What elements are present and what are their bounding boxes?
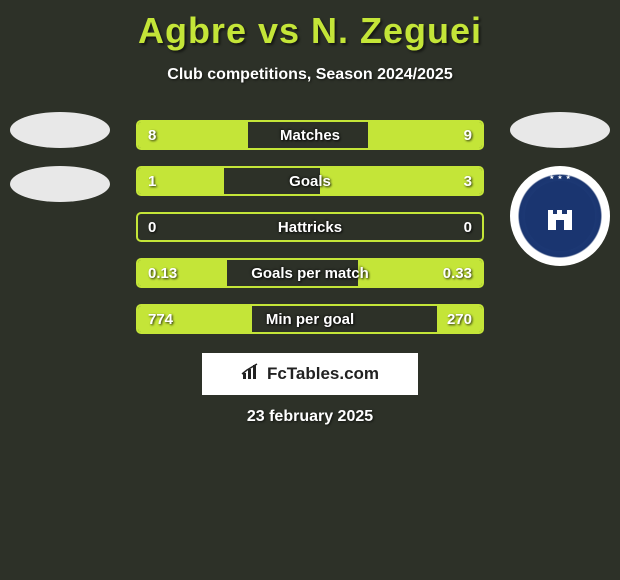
brand-text: FcTables.com bbox=[267, 364, 379, 384]
stat-label: Hattricks bbox=[138, 219, 482, 236]
stat-row-matches: 8 Matches 9 bbox=[136, 120, 484, 150]
stat-row-min-per-goal: 774 Min per goal 270 bbox=[136, 304, 484, 334]
stat-row-goals-per-match: 0.13 Goals per match 0.33 bbox=[136, 258, 484, 288]
stat-label: Goals bbox=[138, 173, 482, 190]
stat-value-right: 0 bbox=[464, 219, 472, 236]
castle-icon bbox=[540, 196, 580, 236]
club-badge-icon: ⋆ ⋆ ⋆ bbox=[510, 166, 610, 266]
right-player-avatar: ⋆ ⋆ ⋆ bbox=[510, 112, 610, 266]
stat-label: Matches bbox=[138, 127, 482, 144]
brand-badge[interactable]: FcTables.com bbox=[202, 353, 418, 395]
stat-label: Min per goal bbox=[138, 311, 482, 328]
stat-label: Goals per match bbox=[138, 265, 482, 282]
page-subtitle: Club competitions, Season 2024/2025 bbox=[0, 66, 620, 84]
club-badge-text-top: ⋆ ⋆ ⋆ bbox=[549, 172, 571, 183]
bar-chart-icon bbox=[241, 363, 263, 386]
stat-row-hattricks: 0 Hattricks 0 bbox=[136, 212, 484, 242]
club-placeholder-icon bbox=[10, 166, 110, 202]
stat-value-right: 0.33 bbox=[443, 265, 472, 282]
stat-value-right: 9 bbox=[464, 127, 472, 144]
stat-value-right: 3 bbox=[464, 173, 472, 190]
stat-value-right: 270 bbox=[447, 311, 472, 328]
avatar-placeholder-icon bbox=[510, 112, 610, 148]
stat-row-goals: 1 Goals 3 bbox=[136, 166, 484, 196]
page-title: Agbre vs N. Zeguei bbox=[0, 0, 620, 52]
left-player-avatar bbox=[10, 112, 110, 220]
stats-container: 8 Matches 9 1 Goals 3 0 Hattricks 0 0.13… bbox=[136, 120, 484, 350]
avatar-placeholder-icon bbox=[10, 112, 110, 148]
date-text: 23 february 2025 bbox=[0, 408, 620, 426]
